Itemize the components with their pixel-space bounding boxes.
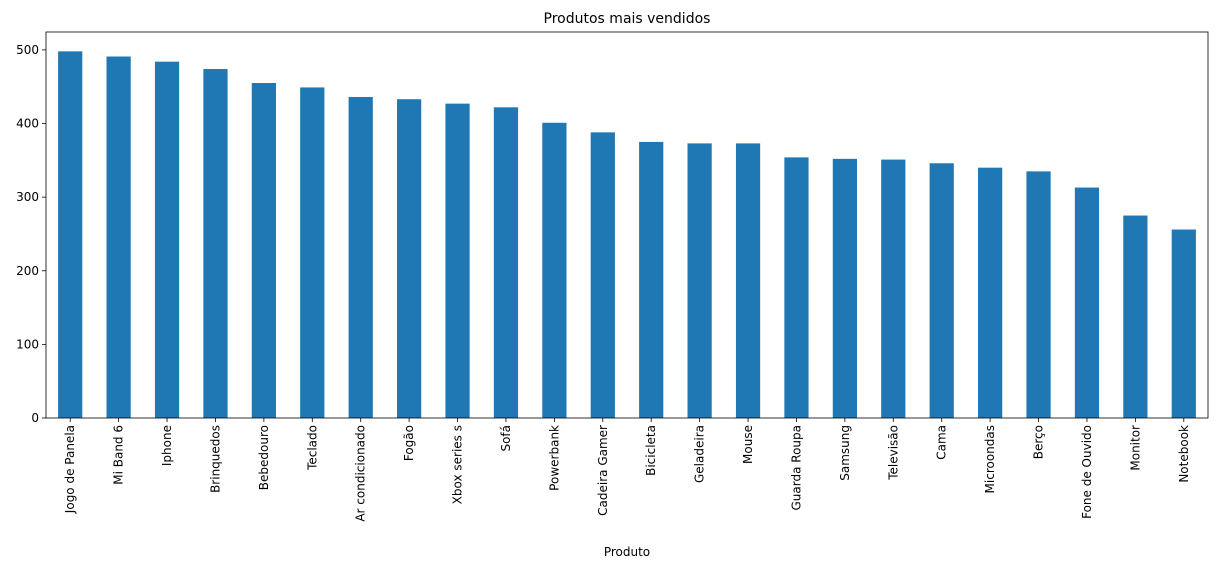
bar bbox=[1171, 229, 1196, 418]
bar bbox=[1026, 171, 1051, 418]
bar bbox=[1074, 187, 1100, 418]
x-tick-label: Fogão bbox=[402, 425, 416, 461]
x-tick-label: Brinquedos bbox=[208, 425, 222, 493]
x-tick-label: Monitor bbox=[1128, 425, 1142, 471]
x-tick-label: Mi Band 6 bbox=[112, 425, 126, 485]
x-tick-label: Powerbank bbox=[547, 425, 561, 491]
bar bbox=[154, 61, 180, 419]
x-tick-label: Microondas bbox=[983, 425, 997, 493]
plot-frame bbox=[45, 31, 1209, 419]
y-tick-label: 200 bbox=[16, 264, 39, 278]
x-tick-label: Cama bbox=[935, 425, 949, 460]
plot-area bbox=[58, 51, 1196, 419]
bar bbox=[251, 83, 276, 419]
bar bbox=[106, 56, 131, 419]
x-tick-label: Guarda Roupa bbox=[789, 425, 803, 510]
x-tick-label: Ar condicionado bbox=[354, 425, 368, 522]
x-tick-label: Berço bbox=[1032, 425, 1046, 459]
bar bbox=[687, 143, 712, 418]
x-tick-label: Iphone bbox=[160, 425, 174, 466]
bar bbox=[493, 107, 519, 418]
y-tick-label: 300 bbox=[16, 190, 39, 204]
bar bbox=[445, 103, 470, 418]
x-tick-label: Bebedouro bbox=[257, 425, 271, 490]
bar bbox=[978, 167, 1003, 418]
bar bbox=[929, 163, 954, 418]
x-tick-label: Sofá bbox=[499, 425, 513, 452]
x-axis-title: Produto bbox=[604, 545, 650, 559]
x-tick-label: Xbox series s bbox=[451, 425, 465, 504]
y-axis: 0 100 200 300 400 500 bbox=[16, 43, 46, 425]
bar bbox=[881, 159, 906, 418]
x-tick-label: Notebook bbox=[1177, 425, 1191, 483]
x-tick-label: Teclado bbox=[305, 425, 319, 471]
y-tick-label: 400 bbox=[16, 117, 39, 131]
bar bbox=[348, 97, 373, 418]
bar bbox=[58, 51, 83, 419]
bar bbox=[784, 157, 809, 418]
x-axis: Jogo de Panela Mi Band 6 Iphone Brinquedos B… bbox=[63, 418, 1191, 522]
bar bbox=[397, 99, 422, 418]
bar bbox=[542, 122, 567, 418]
y-tick-label: 0 bbox=[31, 411, 39, 425]
x-tick-label: Samsung bbox=[838, 425, 852, 481]
y-tick-label: 500 bbox=[16, 43, 39, 57]
y-tick-label: 100 bbox=[16, 337, 39, 351]
x-tick-label: Mouse bbox=[741, 425, 755, 464]
x-tick-label: Televisão bbox=[886, 425, 900, 481]
x-tick-label: Jogo de Panela bbox=[63, 425, 77, 514]
bar bbox=[203, 69, 228, 418]
x-tick-label: Geladeira bbox=[693, 425, 707, 483]
x-tick-label: Cadeira Gamer bbox=[596, 425, 610, 516]
x-tick-label: Fone de Ouvido bbox=[1080, 425, 1094, 519]
bar bbox=[300, 87, 325, 418]
bar bbox=[1123, 215, 1148, 418]
chart-title: Produtos mais vendidos bbox=[544, 11, 711, 27]
bar bbox=[639, 141, 664, 419]
bar bbox=[735, 143, 761, 418]
x-tick-label: Bicicleta bbox=[644, 425, 658, 476]
bar bbox=[832, 158, 857, 418]
bar bbox=[590, 132, 615, 418]
